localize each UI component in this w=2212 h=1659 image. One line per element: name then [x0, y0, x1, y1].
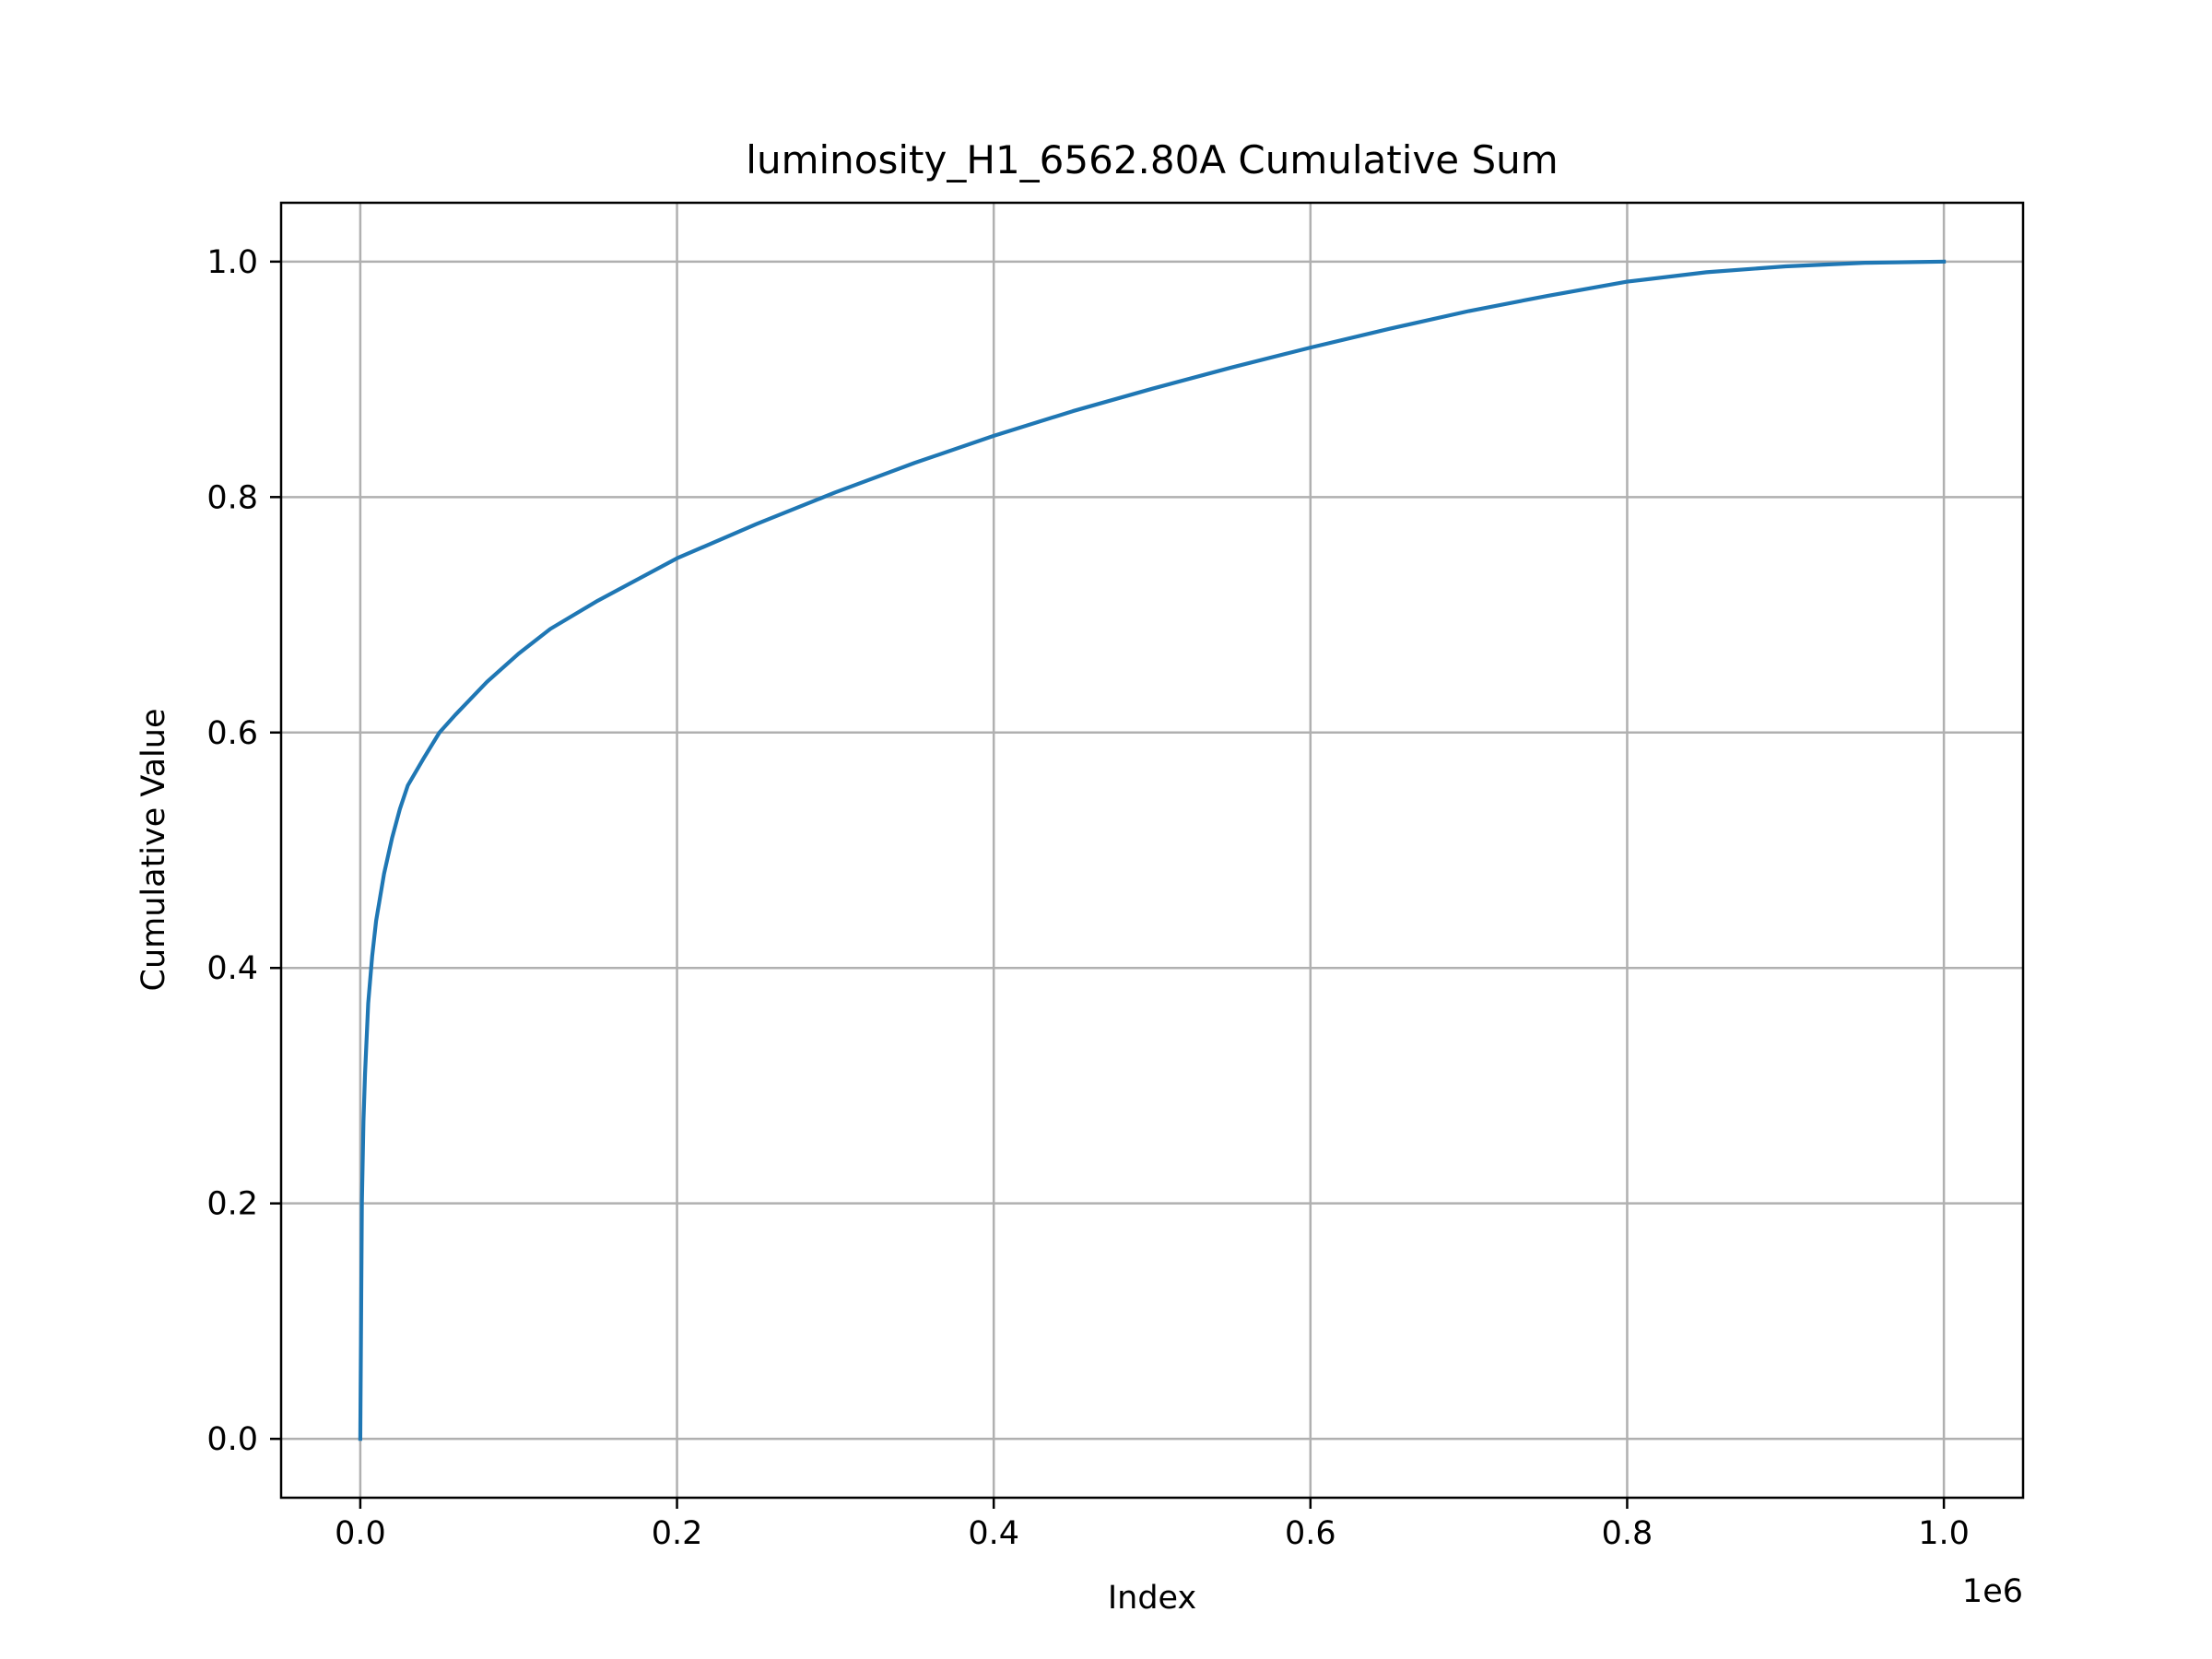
- x-tick-label: 1.0: [1918, 1515, 1970, 1552]
- x-axis-ticks: 0.0 0.2 0.4 0.6 0.8 1.0: [335, 1498, 1970, 1552]
- x-tick-label: 0.8: [1602, 1515, 1653, 1552]
- y-tick-label: 0.6: [206, 715, 258, 752]
- x-axis-label: Index: [1108, 1580, 1196, 1617]
- chart-title: luminosity_H1_6562.80A Cumulative Sum: [746, 137, 1558, 182]
- series-layer: [358, 259, 1947, 1441]
- x-tick-label: 0.6: [1285, 1515, 1336, 1552]
- y-tick-label: 0.2: [206, 1186, 258, 1223]
- x-tick-label: 0.2: [652, 1515, 703, 1552]
- y-axis-ticks: 0.0 0.2 0.4 0.6 0.8 1.0: [206, 244, 281, 1458]
- x-tick-label: 0.0: [335, 1515, 386, 1552]
- y-tick-label: 0.0: [206, 1421, 258, 1458]
- grid-lines: [281, 203, 2023, 1498]
- x-tick-label: 0.4: [968, 1515, 1019, 1552]
- y-tick-label: 0.4: [206, 950, 258, 987]
- y-axis-label: Cumulative Value: [135, 708, 172, 991]
- y-tick-label: 0.8: [206, 479, 258, 516]
- y-tick-label: 1.0: [206, 244, 258, 281]
- cumulative-sum-line: [358, 259, 1947, 1441]
- x-axis-offset-label: 1e6: [1962, 1573, 2023, 1610]
- plot-frame: [279, 201, 2025, 1500]
